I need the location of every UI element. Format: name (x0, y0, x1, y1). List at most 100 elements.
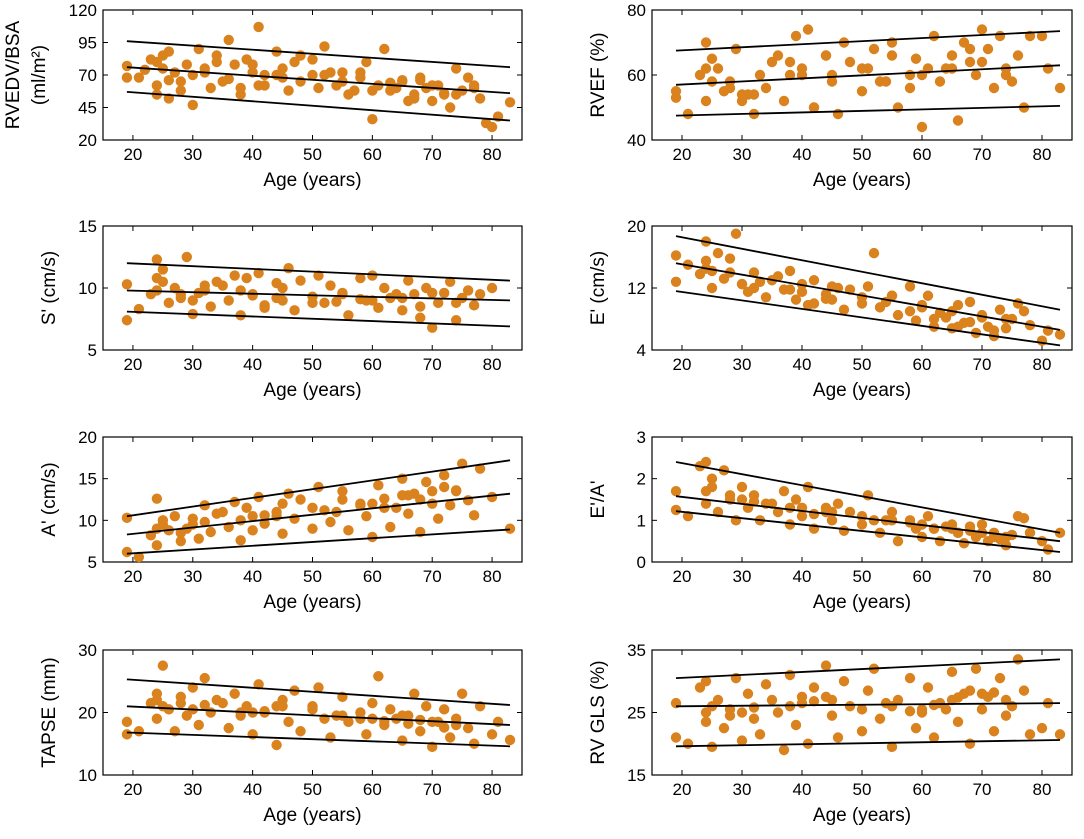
scatter-point (826, 710, 838, 721)
scatter-point (229, 270, 240, 281)
x-tick-label: 30 (183, 780, 202, 799)
x-tick-label: 50 (853, 780, 872, 799)
scatter-point (892, 102, 904, 113)
scatter-point (193, 533, 204, 544)
x-tick-label: 70 (423, 355, 442, 374)
x-tick-label: 20 (123, 780, 142, 799)
scatter-point (438, 287, 450, 299)
y-tick-label: 20 (78, 131, 97, 150)
scatter-point (121, 72, 133, 83)
scatter-point (307, 523, 318, 534)
scatter-point (730, 228, 742, 239)
scatter-point (367, 531, 378, 543)
fit-line-upper (126, 678, 511, 706)
scatter-point (988, 726, 1000, 737)
scatter-point (289, 513, 300, 524)
scatter-point (736, 481, 748, 493)
scatter-point (748, 89, 760, 100)
scatter-point (784, 56, 796, 68)
scatter-point (379, 282, 390, 294)
scatter-point (820, 506, 832, 518)
x-tick-label: 50 (303, 355, 322, 374)
scatter-point (313, 481, 324, 493)
y-tick-label: 25 (627, 704, 646, 723)
scatter-point (856, 86, 868, 97)
scatter-points (121, 251, 498, 333)
scatter-point (856, 704, 868, 715)
scatter-point (700, 95, 712, 107)
x-tick-label: 40 (243, 567, 262, 586)
scatter-point (982, 43, 994, 55)
scatter-point (922, 510, 934, 522)
x-tick-label: 20 (123, 145, 142, 164)
scatter-point (247, 59, 258, 70)
y-axis-unit-label: (ml/m²) (29, 45, 50, 105)
x-tick-label: 60 (363, 567, 382, 586)
y-tick-label: 10 (78, 279, 97, 298)
scatter-point (403, 490, 414, 501)
scatter-point (217, 506, 228, 518)
scatter-point (367, 498, 378, 509)
scatter-point (283, 85, 294, 96)
scatter-point (886, 50, 898, 61)
scatter-point (928, 523, 940, 534)
scatter-point (1018, 513, 1030, 524)
scatter-point (952, 692, 964, 703)
scatter-point (790, 294, 802, 305)
panel-tapse: 20 30 40 50 60 70 80 10 20 30 Age (years) TAPSE (mm… (39, 641, 523, 826)
fit-line-mean (675, 495, 1061, 543)
scatter-point (754, 69, 766, 81)
scatter-point (468, 300, 480, 311)
scatter-point (952, 716, 964, 728)
scatter-point (379, 493, 390, 504)
scatter-point (964, 296, 976, 308)
fit-line-mean (675, 702, 1061, 708)
scatter-point (1054, 329, 1066, 340)
fit-line-mean (126, 66, 511, 95)
scatter-point (976, 24, 988, 35)
scatter-point (838, 525, 850, 536)
scatter-point (361, 510, 372, 522)
scatter-point (808, 696, 820, 707)
scatter-point (121, 729, 133, 740)
y-tick-label: 45 (78, 99, 97, 118)
scatter-point (700, 716, 712, 728)
scatter-point (670, 86, 682, 97)
scatter-point (706, 76, 718, 87)
x-tick-label: 30 (183, 145, 202, 164)
scatter-point (229, 496, 240, 508)
x-tick-label: 40 (243, 355, 262, 374)
scatter-point (856, 292, 868, 303)
scatter-point (808, 508, 820, 520)
scatter-point (796, 278, 808, 290)
scatter-point (910, 53, 922, 64)
scatter-point (1036, 535, 1048, 547)
scatter-point (121, 546, 133, 558)
scatter-point (964, 56, 976, 68)
scatter-point (844, 56, 856, 68)
scatter-point (784, 519, 796, 530)
scatter-point (187, 682, 198, 693)
y-tick-label: 5 (88, 341, 97, 360)
scatter-point (319, 297, 330, 309)
scatter-point (670, 250, 682, 261)
y-tick-label: 60 (627, 66, 646, 85)
scatter-point (151, 493, 163, 504)
scatter-point (474, 289, 486, 300)
x-tick-label: 70 (423, 567, 442, 586)
scatter-point (796, 286, 808, 298)
scatter-point (820, 660, 832, 671)
y-tick-label: 15 (78, 470, 97, 489)
y-tick-label: 40 (627, 131, 646, 150)
scatter-point (880, 76, 892, 87)
scatter-point (187, 99, 198, 111)
scatter-point (856, 726, 868, 737)
y-tick-label: 20 (78, 428, 97, 447)
x-tick-label: 30 (733, 780, 752, 799)
y-tick-label: 30 (78, 641, 97, 660)
scatter-point (307, 54, 318, 65)
scatter-point (844, 506, 856, 518)
scatter-point (1018, 306, 1030, 317)
scatter-point (223, 722, 234, 734)
scatter-point (706, 282, 718, 294)
